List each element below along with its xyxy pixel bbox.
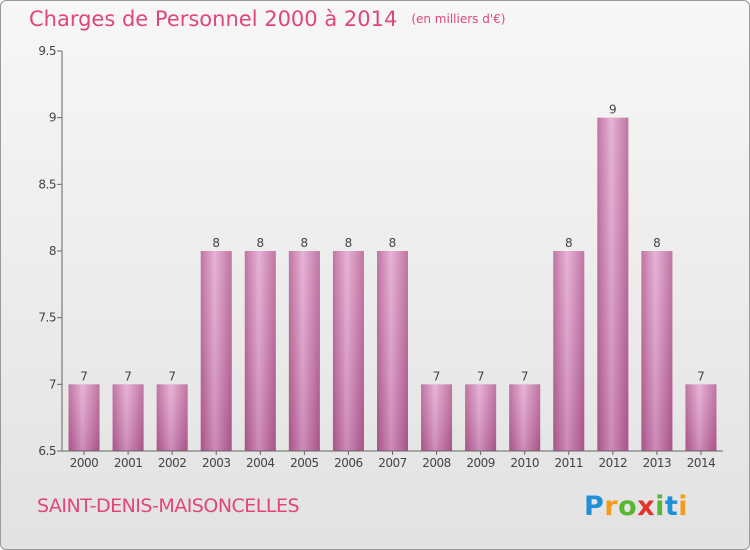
x-tick-label: 2012 bbox=[599, 456, 628, 470]
bar-value-label: 8 bbox=[345, 236, 353, 250]
y-tick-label: 8 bbox=[49, 244, 56, 258]
y-tick-label: 9.5 bbox=[38, 44, 56, 58]
x-tick-label: 2002 bbox=[158, 456, 187, 470]
logo-letter: t bbox=[664, 491, 679, 522]
bar-value-label: 7 bbox=[433, 369, 441, 383]
logo-letter: x bbox=[637, 491, 656, 522]
y-axis: 6.5 7 7.5 8 8.5 9 9.5 bbox=[38, 44, 63, 458]
bar-shade bbox=[597, 117, 629, 452]
logo-letter: r bbox=[604, 491, 619, 522]
y-tick-label: 8.5 bbox=[38, 177, 56, 191]
bar-shade bbox=[68, 384, 100, 451]
bar-shade bbox=[641, 251, 673, 451]
x-tick-label: 2004 bbox=[246, 456, 275, 470]
logo-letter: i bbox=[655, 491, 665, 522]
x-tick-label: 2014 bbox=[687, 456, 716, 470]
bar-value-label: 8 bbox=[389, 236, 397, 250]
bar-shade bbox=[509, 384, 541, 451]
y-tick-label: 7 bbox=[49, 377, 56, 391]
bar-value-label: 7 bbox=[168, 369, 176, 383]
bar-shade bbox=[244, 251, 276, 451]
x-tick-label: 2000 bbox=[70, 456, 99, 470]
bar-shade bbox=[553, 251, 585, 451]
x-tick-label: 2006 bbox=[334, 456, 363, 470]
bar-value-label: 8 bbox=[256, 236, 264, 250]
chart-title: Charges de Personnel 2000 à 2014 (en mill… bbox=[29, 7, 505, 31]
x-tick-label: 2003 bbox=[202, 456, 231, 470]
bar-shade bbox=[288, 251, 320, 451]
x-tick-label: 2001 bbox=[114, 456, 143, 470]
bar-value-label: 7 bbox=[521, 369, 529, 383]
x-tick-label: 2007 bbox=[378, 456, 407, 470]
chart-title-text: Charges de Personnel 2000 à 2014 bbox=[29, 7, 398, 31]
x-axis: 2000 2001 2002 2003 2004 2005 2006 2007 2008 2009… bbox=[62, 450, 723, 470]
y-tick-label: 6.5 bbox=[38, 444, 56, 458]
x-tick-label: 2011 bbox=[554, 456, 583, 470]
bar-value-label: 7 bbox=[477, 369, 485, 383]
bar-value-label: 7 bbox=[80, 369, 88, 383]
x-tick-label: 2009 bbox=[466, 456, 495, 470]
proxiti-logo[interactable]: Proxiti bbox=[584, 491, 688, 522]
y-tick-label: 7.5 bbox=[38, 311, 56, 325]
chart-unit: (en milliers d'€) bbox=[411, 12, 506, 26]
commune-name: SAINT-DENIS-MAISONCELLES bbox=[37, 495, 300, 517]
x-tick-label: 2010 bbox=[510, 456, 539, 470]
logo-letter: i bbox=[678, 491, 689, 522]
logo-letter: P bbox=[584, 491, 605, 522]
bar-shade bbox=[685, 384, 717, 451]
y-tick-label: 9 bbox=[49, 111, 56, 125]
logo-letter: o bbox=[618, 491, 638, 522]
x-tick-label: 2008 bbox=[422, 456, 451, 470]
bar-value-label: 7 bbox=[697, 369, 705, 383]
x-tick-label: 2005 bbox=[290, 456, 319, 470]
bar-shade bbox=[421, 384, 453, 451]
bar-shade bbox=[377, 251, 408, 451]
bars: 7 7 7 8 8 8 8 8 7 7 7 8 9 8 7 bbox=[68, 103, 717, 452]
bar-value-label: 8 bbox=[653, 236, 661, 250]
bar-value-label: 9 bbox=[609, 103, 617, 117]
bar-value-label: 8 bbox=[565, 236, 573, 250]
bar-shade bbox=[156, 384, 188, 451]
bar-value-label: 8 bbox=[212, 236, 220, 250]
x-tick-label: 2013 bbox=[643, 456, 672, 470]
bar-value-label: 8 bbox=[301, 236, 309, 250]
bar-shade bbox=[332, 251, 364, 451]
bar-value-label: 7 bbox=[124, 369, 132, 383]
bar-shade bbox=[200, 251, 232, 451]
bar-shade bbox=[465, 384, 497, 451]
bar-shade bbox=[112, 384, 144, 451]
